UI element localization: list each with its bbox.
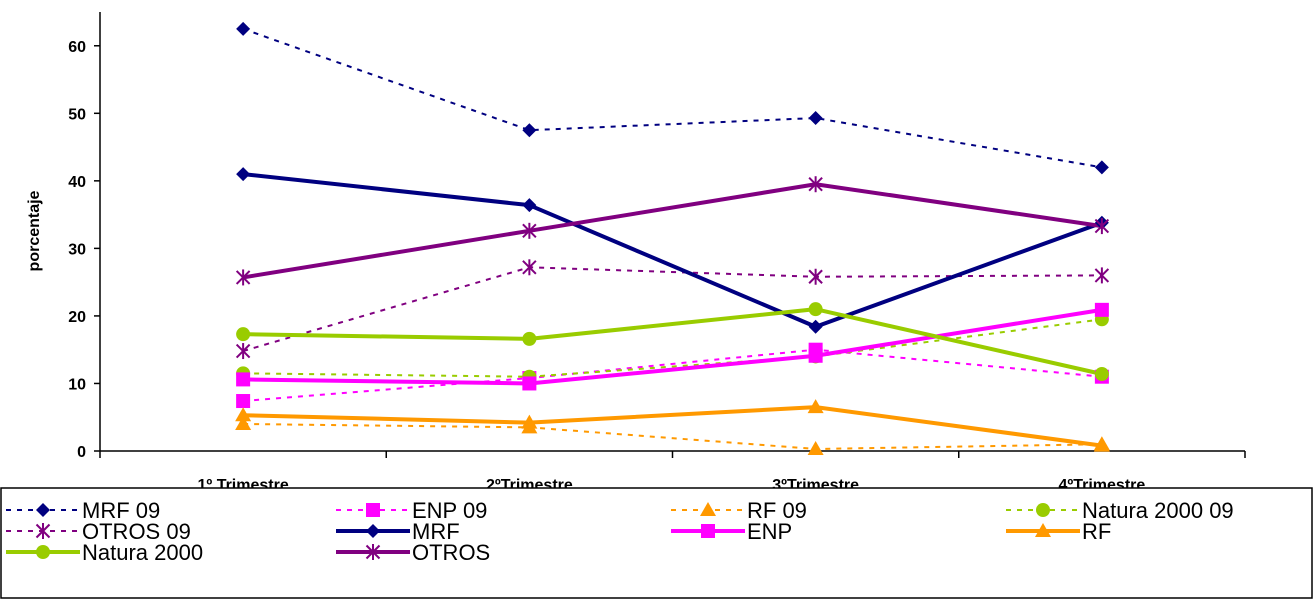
legend-label: ENP 09	[412, 498, 487, 523]
data-point	[522, 198, 537, 213]
y-tick-label: 10	[68, 376, 86, 393]
data-point	[521, 414, 538, 429]
data-point	[522, 331, 537, 346]
data-point	[522, 376, 537, 391]
data-point	[235, 407, 252, 422]
data-point	[808, 348, 823, 363]
legend-item: OTROS 09	[6, 519, 191, 544]
legend-item: Natura 2000 09	[1006, 498, 1234, 523]
legend-label: RF	[1082, 519, 1111, 544]
data-point	[522, 123, 537, 138]
legend-item: ENP 09	[336, 498, 487, 523]
legend-label: RF 09	[747, 498, 807, 523]
y-tick-label: 40	[68, 174, 86, 191]
legend-marker	[700, 502, 716, 516]
series-line	[243, 422, 1102, 450]
data-point	[236, 167, 251, 182]
data-point	[807, 440, 824, 455]
data-point	[236, 372, 251, 387]
data-point	[808, 302, 823, 317]
data-point	[1093, 437, 1110, 452]
data-point	[807, 399, 824, 414]
legend-box	[0, 487, 1313, 599]
legend-label: MRF 09	[82, 498, 160, 523]
data-point	[1094, 302, 1109, 317]
data-point	[808, 176, 823, 193]
legend-marker	[701, 524, 715, 538]
series-line	[242, 27, 1103, 169]
data-point	[808, 111, 823, 126]
series-line	[243, 307, 1103, 386]
series-markers	[235, 21, 1110, 455]
legend-marker	[1035, 523, 1051, 537]
data-point	[1094, 160, 1109, 175]
series-line	[242, 182, 1103, 280]
legend-label: Natura 2000	[82, 540, 203, 565]
y-tick-label: 30	[68, 241, 86, 258]
legend-label: MRF	[412, 519, 460, 544]
series-lines	[242, 27, 1103, 450]
y-tick-label: 50	[68, 106, 86, 123]
data-point	[808, 268, 823, 285]
legend-marker	[365, 544, 381, 560]
legend-item: RF	[1006, 519, 1111, 544]
legend-label: Natura 2000 09	[1082, 498, 1234, 523]
legend-label: OTROS	[412, 540, 490, 565]
series-line	[243, 307, 1103, 376]
data-point	[236, 21, 251, 36]
y-tick-label: 60	[68, 39, 86, 56]
y-ticks: 0 10 20 30 40 50 60	[68, 39, 100, 461]
y-tick-label: 20	[68, 309, 86, 326]
legend-marker	[1036, 503, 1050, 517]
legend-label: ENP	[747, 519, 792, 544]
data-point	[236, 327, 251, 342]
legend-marker	[36, 545, 50, 559]
legend-marker	[35, 523, 51, 539]
legend-item: RF 09	[671, 498, 807, 523]
legend: MRF 09 ENP 09 RF 09 Natura 2000 09 OTROS 09 M…	[0, 487, 1313, 599]
legend-marker	[366, 524, 380, 538]
series-line	[242, 266, 1102, 353]
data-point	[1094, 267, 1110, 284]
series-line	[243, 318, 1103, 378]
legend-item: Natura 2000	[6, 540, 203, 565]
y-tick-label: 0	[77, 444, 86, 461]
legend-marker	[36, 503, 50, 517]
legend-item: MRF	[336, 519, 460, 544]
data-point	[235, 343, 251, 360]
data-point	[522, 259, 537, 276]
data-point	[235, 415, 252, 430]
data-point	[1094, 367, 1109, 382]
legend-item: OTROS	[336, 540, 490, 565]
series-line	[243, 348, 1102, 403]
data-point	[808, 319, 823, 334]
series-line	[242, 172, 1103, 329]
legend-item: ENP	[671, 519, 792, 544]
legend-label: OTROS 09	[82, 519, 191, 544]
data-point	[235, 269, 251, 286]
legend-item: MRF 09	[6, 498, 160, 523]
series-line	[243, 405, 1103, 448]
data-point	[236, 394, 251, 409]
y-axis-label: porcentaje	[26, 190, 43, 271]
data-point	[522, 222, 537, 239]
legend-marker	[366, 503, 380, 517]
data-point	[1094, 218, 1110, 235]
